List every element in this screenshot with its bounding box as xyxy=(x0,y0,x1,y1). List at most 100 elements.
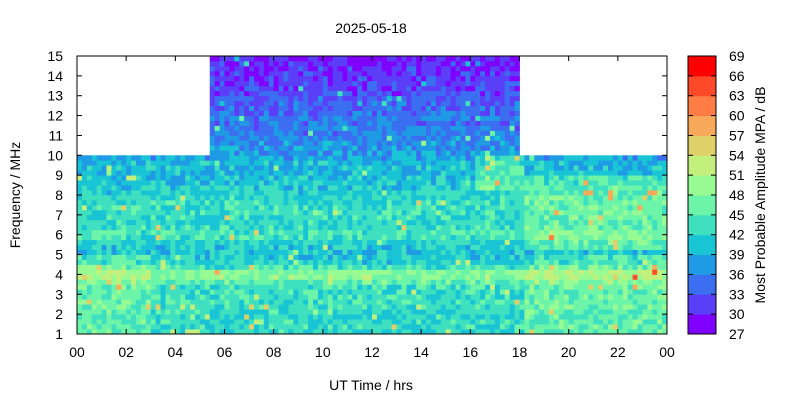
heatmap-cell xyxy=(229,80,235,87)
heatmap-cell xyxy=(170,155,176,161)
heatmap-cell xyxy=(411,145,417,151)
heatmap-cell xyxy=(499,120,506,126)
heatmap-cell xyxy=(175,185,181,191)
heatmap-cell xyxy=(406,324,412,330)
heatmap-cell xyxy=(470,264,476,270)
heatmap-cell xyxy=(313,190,319,196)
heatmap-cell xyxy=(298,145,304,151)
heatmap-cell xyxy=(170,314,176,320)
heatmap-cell xyxy=(204,329,211,335)
heatmap-cell xyxy=(431,125,437,131)
heatmap-cell xyxy=(514,140,520,146)
heatmap-cell xyxy=(195,239,201,246)
heatmap-cell xyxy=(209,160,216,166)
heatmap-cell xyxy=(563,229,570,236)
heatmap-cell xyxy=(224,294,230,300)
heatmap-cell xyxy=(190,170,196,176)
heatmap-cell xyxy=(283,120,289,126)
heatmap-cell xyxy=(401,249,407,255)
heatmap-cell xyxy=(273,80,279,87)
heatmap-cell xyxy=(308,329,314,335)
heatmap-cell xyxy=(209,274,216,280)
heatmap-cell xyxy=(553,254,560,260)
heatmap-cell xyxy=(195,264,201,270)
heatmap-cell xyxy=(440,299,447,305)
heatmap-cell xyxy=(386,274,393,280)
heatmap-cell xyxy=(416,105,422,111)
heatmap-cell xyxy=(347,95,353,102)
heatmap-cell xyxy=(204,234,211,241)
heatmap-cell xyxy=(490,175,496,181)
heatmap-cell xyxy=(160,249,166,255)
heatmap-cell xyxy=(544,314,550,320)
heatmap-cell xyxy=(258,319,265,325)
heatmap-cell xyxy=(381,269,388,275)
heatmap-cell xyxy=(185,274,191,280)
heatmap-cell xyxy=(445,204,452,211)
heatmap-cell xyxy=(224,229,230,236)
heatmap-cell xyxy=(411,165,417,171)
heatmap-cell xyxy=(160,254,166,260)
heatmap-cell xyxy=(160,214,166,221)
heatmap-cell xyxy=(494,239,501,246)
heatmap-cell xyxy=(514,105,520,111)
heatmap-cell xyxy=(209,269,216,275)
heatmap-cell xyxy=(121,190,127,196)
heatmap-cell xyxy=(549,294,555,300)
heatmap-cell xyxy=(170,185,176,191)
heatmap-cell xyxy=(573,195,579,201)
heatmap-cell xyxy=(101,279,107,285)
heatmap-cell xyxy=(519,214,525,221)
heatmap-cell xyxy=(273,299,279,305)
heatmap-cell xyxy=(249,145,255,151)
heatmap-cell xyxy=(435,130,442,136)
heatmap-cell xyxy=(367,314,373,320)
heatmap-cell xyxy=(376,175,383,181)
heatmap-cell xyxy=(494,155,501,161)
heatmap-cell xyxy=(553,175,560,181)
heatmap-cell xyxy=(288,304,294,310)
heatmap-cell xyxy=(150,269,157,275)
heatmap-cell xyxy=(347,60,353,67)
heatmap-cell xyxy=(283,155,289,161)
heatmap-cell xyxy=(278,214,284,221)
heatmap-cell xyxy=(224,75,230,82)
heatmap-cell xyxy=(185,204,191,211)
heatmap-cell xyxy=(239,204,245,211)
heatmap-cell xyxy=(529,234,535,241)
heatmap-cell xyxy=(165,289,171,295)
heatmap-cell xyxy=(283,80,289,87)
heatmap-cell xyxy=(499,75,506,82)
heatmap-cell xyxy=(558,190,565,196)
heatmap-cell xyxy=(258,204,265,211)
heatmap-cell xyxy=(337,279,343,285)
heatmap-cell xyxy=(278,195,284,201)
heatmap-cell xyxy=(406,80,412,87)
heatmap-cell xyxy=(504,289,511,295)
heatmap-cell xyxy=(352,279,358,285)
heatmap-cell xyxy=(342,309,348,315)
heatmap-cell xyxy=(357,190,363,196)
heatmap-cell xyxy=(455,65,461,72)
heatmap-cell xyxy=(509,249,515,255)
heatmap-cell xyxy=(160,284,166,290)
heatmap-cell xyxy=(322,100,329,107)
heatmap-cell xyxy=(367,319,373,325)
heatmap-cell xyxy=(440,135,447,141)
heatmap-cell xyxy=(101,170,107,176)
heatmap-cell xyxy=(214,204,220,211)
heatmap-cell xyxy=(499,269,506,275)
heatmap-cell xyxy=(96,244,102,250)
heatmap-cell xyxy=(426,150,432,156)
heatmap-cell xyxy=(440,199,447,206)
heatmap-cell xyxy=(499,90,506,97)
heatmap-cell xyxy=(494,309,501,315)
heatmap-cell xyxy=(509,170,515,176)
heatmap-cell xyxy=(150,284,157,290)
heatmap-cell xyxy=(426,100,432,107)
heatmap-cell xyxy=(519,185,525,191)
heatmap-cell xyxy=(244,304,250,310)
heatmap-cell xyxy=(101,239,107,246)
heatmap-cell xyxy=(303,56,309,62)
heatmap-cell xyxy=(303,309,309,315)
